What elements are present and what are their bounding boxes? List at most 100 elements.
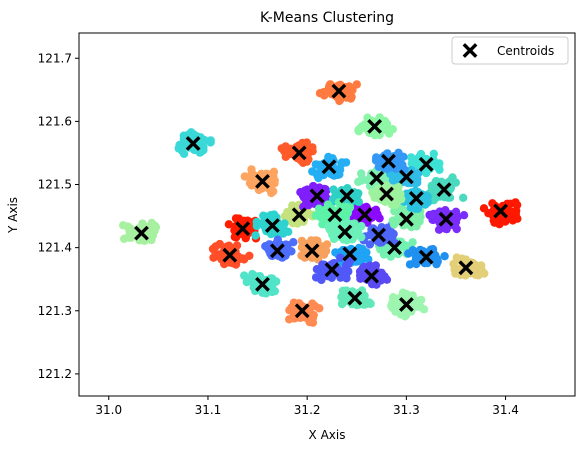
x-axis-label: X Axis (309, 428, 346, 442)
centroid-marker (235, 221, 251, 237)
data-point (459, 211, 469, 220)
data-point (282, 243, 292, 252)
data-point (234, 214, 244, 223)
centroid-marker (294, 303, 310, 319)
legend-entry-centroids: Centroids (497, 44, 554, 58)
data-points (119, 80, 522, 327)
centroid-marker (493, 203, 509, 219)
centroid-marker (324, 262, 340, 278)
data-point (357, 169, 366, 178)
data-point (389, 173, 398, 182)
centroid-marker (339, 188, 355, 204)
y-tick-label: 121.2 (38, 367, 72, 381)
data-point (405, 260, 415, 269)
centroid-marker (337, 224, 353, 240)
data-point (297, 236, 307, 246)
data-point (309, 181, 318, 191)
centroid-marker (357, 207, 373, 223)
data-point (382, 275, 392, 284)
centroid-marker (387, 240, 402, 256)
data-point (408, 291, 417, 300)
centroid-marker (398, 211, 414, 227)
data-point (151, 223, 161, 232)
data-point (423, 198, 433, 207)
data-point (450, 214, 460, 223)
data-point (240, 271, 249, 280)
data-point (440, 252, 449, 261)
y-tick-label: 121.4 (38, 241, 72, 255)
data-point (428, 185, 437, 194)
data-point (364, 255, 373, 264)
data-point (451, 207, 461, 216)
data-point (351, 189, 361, 198)
data-point (272, 277, 281, 286)
x-tick-label: 31.3 (393, 403, 420, 417)
data-point (387, 302, 396, 311)
legend-frame (451, 36, 569, 65)
data-point (404, 249, 413, 258)
data-point (459, 193, 468, 202)
data-point (284, 227, 293, 236)
centroid-marker (381, 153, 396, 169)
data-point (120, 234, 129, 243)
centroid-marker (438, 211, 454, 227)
data-point (381, 249, 391, 258)
centroid-marker (369, 170, 385, 186)
data-point (335, 170, 344, 179)
data-point (239, 255, 249, 264)
data-point (211, 250, 220, 259)
y-axis-label: Y Axis (6, 197, 20, 234)
centroid-marker (222, 247, 238, 263)
data-point (328, 230, 337, 239)
legend: Centroids (451, 36, 569, 65)
data-point (335, 96, 344, 106)
centroid-marker (458, 260, 474, 276)
data-point (259, 211, 268, 220)
data-point (303, 193, 312, 202)
data-point (305, 317, 314, 327)
data-point (242, 277, 251, 287)
data-point (411, 186, 420, 195)
centroid-marker (408, 190, 424, 206)
data-point (355, 247, 365, 257)
data-point (177, 146, 187, 155)
x-tick-label: 31.2 (294, 403, 321, 417)
data-point (365, 240, 375, 249)
x-tick-label: 31.4 (492, 403, 519, 417)
centroid-marker (371, 227, 387, 243)
centroid-markers (134, 83, 509, 319)
data-point (179, 139, 188, 148)
x-axis-ticks: 31.0 31.1 31.2 31.3 31.4 (95, 396, 519, 417)
centroid-marker (134, 225, 149, 241)
data-point (337, 159, 346, 169)
data-point (389, 293, 398, 302)
centroid-marker (327, 207, 343, 223)
data-point (381, 197, 390, 206)
data-point (215, 239, 224, 249)
data-point (319, 88, 328, 97)
data-point (269, 171, 278, 181)
data-point (308, 147, 317, 156)
data-point (252, 221, 261, 231)
data-point (368, 188, 377, 197)
data-point (381, 119, 390, 128)
data-point (336, 253, 345, 262)
centroid-marker (269, 243, 285, 259)
data-point (119, 221, 128, 230)
x-tick-label: 31.0 (95, 403, 122, 417)
data-point (247, 168, 256, 177)
centroid-marker (347, 290, 363, 306)
centroid-marker (185, 136, 201, 151)
data-point (199, 145, 208, 155)
centroid-marker (364, 268, 380, 284)
data-point (303, 209, 313, 218)
centroid-marker (321, 159, 337, 175)
data-point (416, 302, 425, 312)
centroid-marker (398, 169, 414, 185)
data-point (452, 224, 461, 234)
data-point (511, 198, 520, 207)
centroid-marker (309, 188, 325, 204)
data-point (385, 127, 394, 136)
centroid-marker (436, 182, 452, 198)
